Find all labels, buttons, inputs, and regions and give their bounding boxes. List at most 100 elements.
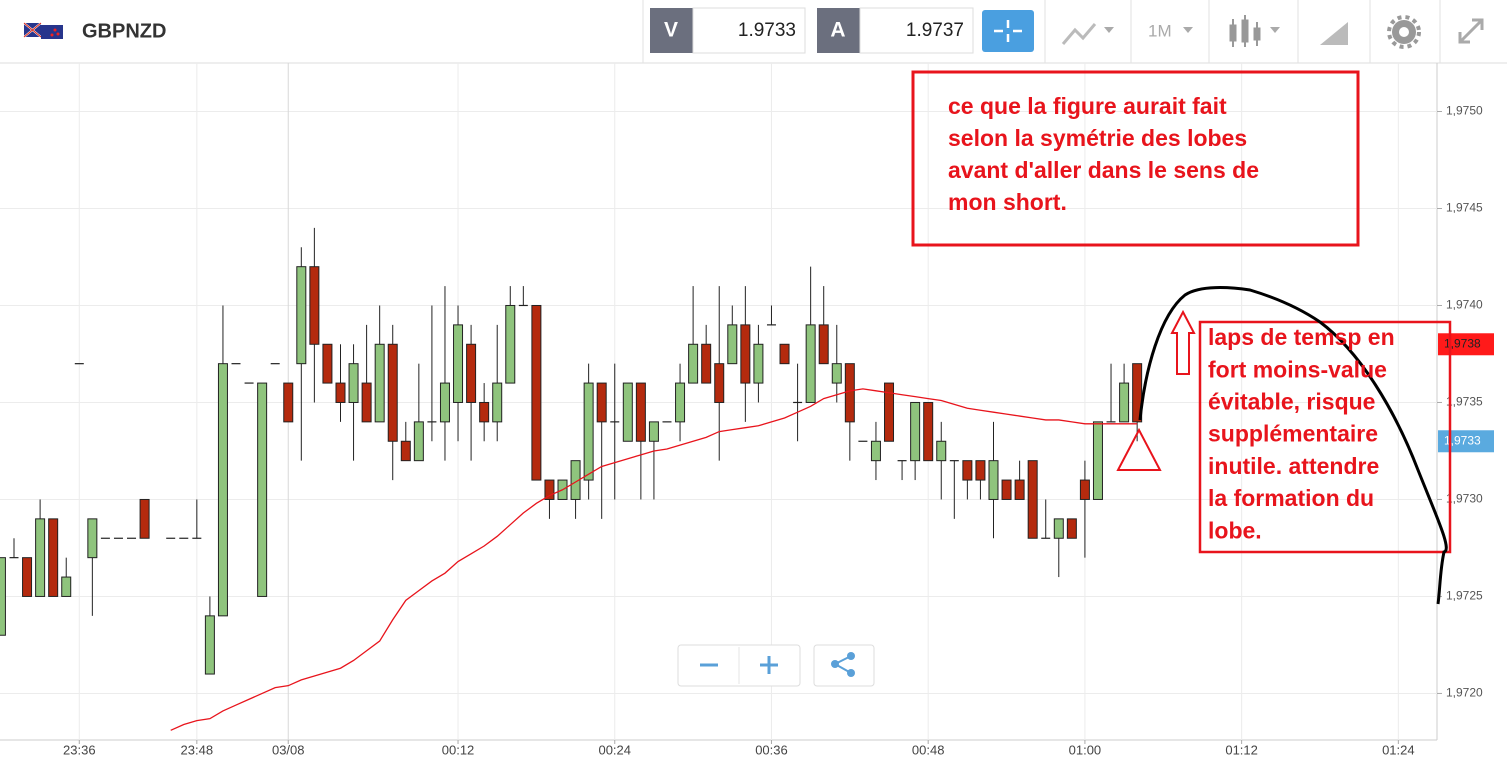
crosshair-icon xyxy=(994,20,1022,42)
ask-value: 1.9737 xyxy=(906,20,964,41)
candle-body xyxy=(596,382,607,423)
chart-type-button[interactable] xyxy=(1061,23,1114,45)
price-marker-label: 1,9738 xyxy=(1444,336,1481,350)
candle-body xyxy=(714,363,725,403)
candle-body xyxy=(204,615,215,675)
candle-body xyxy=(361,382,372,423)
candle-body xyxy=(583,382,594,481)
x-tick-label: 23:36 xyxy=(63,742,96,757)
share-button[interactable] xyxy=(813,644,875,687)
candle-body xyxy=(61,576,72,597)
candle-body xyxy=(374,343,385,423)
candle-body xyxy=(22,557,33,597)
candle-body xyxy=(0,557,6,636)
x-tick-label: 23:48 xyxy=(181,742,214,757)
candle-body xyxy=(988,460,999,500)
candle-body xyxy=(1079,479,1090,500)
projection-curve xyxy=(1138,286,1448,605)
triangle xyxy=(1116,427,1162,471)
bid-box xyxy=(692,7,806,54)
y-tick-label: 1,9730 xyxy=(1446,492,1483,506)
candle-body xyxy=(35,518,46,597)
zoom-in-button[interactable] xyxy=(760,656,778,674)
candle-body xyxy=(413,421,424,462)
grid xyxy=(0,63,1437,740)
candle-body xyxy=(884,382,895,442)
y-tick-label: 1,9725 xyxy=(1446,589,1483,603)
candle-body xyxy=(466,343,477,403)
moving-average xyxy=(170,388,1138,731)
candle-body xyxy=(1092,421,1103,500)
candle-body xyxy=(309,266,320,345)
candle-body xyxy=(779,343,790,365)
y-tick-label: 1,9745 xyxy=(1446,201,1483,215)
x-tick-label: 00:24 xyxy=(598,742,631,757)
note-line: mon short. xyxy=(948,189,1067,215)
candle-body xyxy=(283,382,294,423)
timeframe[interactable]: 1M xyxy=(1148,21,1172,40)
candle-body xyxy=(870,440,881,462)
note-box xyxy=(1198,320,1452,554)
candle-body xyxy=(975,460,986,481)
share-icon xyxy=(831,652,855,677)
candle-body xyxy=(439,382,450,423)
note-line: avant d'aller dans le sens de xyxy=(948,157,1259,183)
candle-body xyxy=(1001,479,1012,500)
bid-button[interactable] xyxy=(650,8,693,53)
price-marker-label: 1,9733 xyxy=(1444,433,1481,447)
draw-tool-button[interactable] xyxy=(1320,22,1348,45)
note-line: la formation du xyxy=(1208,485,1374,511)
note-box xyxy=(911,70,1360,247)
note-line: inutile. attendre xyxy=(1208,453,1379,479)
candle-body xyxy=(753,343,764,384)
candle-body xyxy=(348,363,359,403)
crosshair-button[interactable] xyxy=(982,10,1034,52)
candle-body xyxy=(648,421,659,442)
candle-body xyxy=(962,460,973,481)
candle-body xyxy=(479,401,490,423)
candle-body xyxy=(453,324,464,403)
candle-body xyxy=(1014,479,1025,500)
candle-body xyxy=(740,324,751,384)
fullscreen-button[interactable] xyxy=(1458,18,1484,44)
candle-body xyxy=(1066,518,1077,539)
candle-body xyxy=(87,518,98,559)
candle-body xyxy=(400,440,411,462)
flag-icon xyxy=(23,22,63,39)
ask-label: A xyxy=(830,19,845,42)
x-tick-label: 01:12 xyxy=(1225,742,1258,757)
candle-body xyxy=(1053,518,1064,539)
note-line: évitable, risque xyxy=(1208,388,1375,414)
ask-box xyxy=(859,7,974,54)
candle-body xyxy=(805,324,816,403)
candle-body xyxy=(505,304,516,384)
note-line: supplémentaire xyxy=(1208,421,1378,447)
ask-button[interactable] xyxy=(817,8,860,53)
note-line: lobe. xyxy=(1208,517,1262,543)
candle-body xyxy=(322,343,333,384)
candle-body xyxy=(335,382,346,403)
y-tick-label: 1,9720 xyxy=(1446,686,1483,700)
candle-body xyxy=(727,324,738,365)
arrow-up xyxy=(1170,309,1196,375)
candle-body xyxy=(1132,363,1143,423)
notes: ce que la figure aurait fait selon la sym… xyxy=(948,93,1395,543)
candle-body xyxy=(217,363,228,617)
settings-button[interactable] xyxy=(1387,15,1421,49)
y-tick-label: 1,9735 xyxy=(1446,395,1483,409)
price-marker xyxy=(1438,430,1494,453)
candle-body xyxy=(635,382,646,442)
candle-body xyxy=(831,363,842,384)
bid-value: 1.9733 xyxy=(738,20,796,41)
zoom-controls xyxy=(677,644,875,687)
candle-body xyxy=(818,324,829,365)
candle-body xyxy=(531,304,542,481)
annotations xyxy=(911,70,1452,605)
x-tick-label: 03/08 xyxy=(272,742,305,757)
note-line: selon la symétrie des lobes xyxy=(948,125,1247,151)
candle-type-button[interactable] xyxy=(1229,15,1280,47)
candle-body xyxy=(492,382,503,423)
candle-body xyxy=(675,382,686,423)
